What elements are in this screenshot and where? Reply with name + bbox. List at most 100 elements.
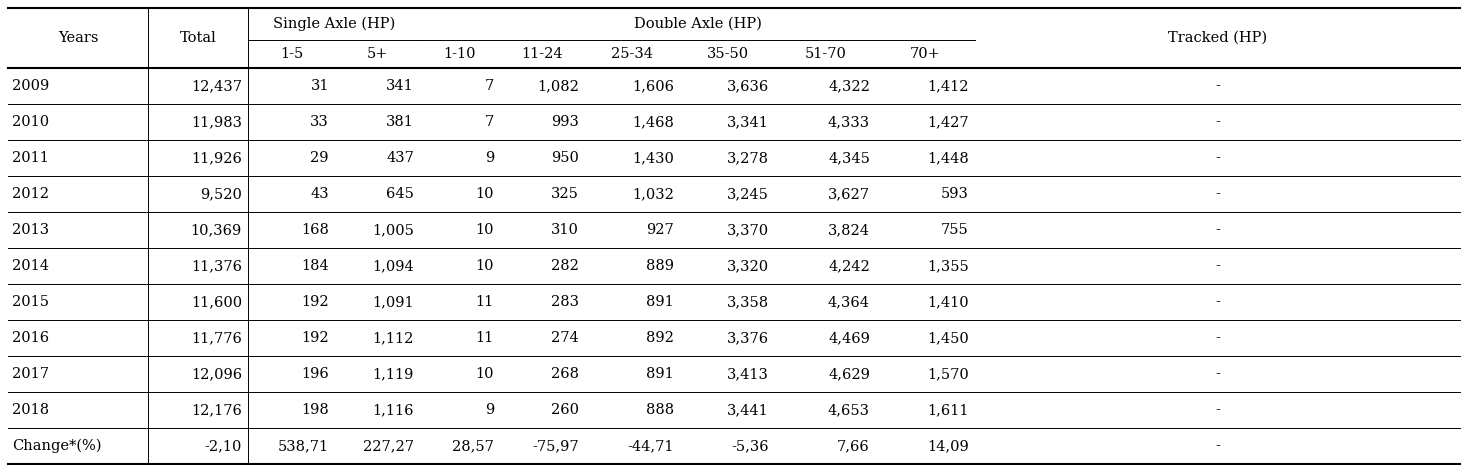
Text: 891: 891 (646, 367, 674, 381)
Text: Single Axle (HP): Single Axle (HP) (273, 17, 395, 31)
Text: 889: 889 (646, 259, 674, 273)
Text: 645: 645 (386, 187, 414, 201)
Text: -: - (1215, 151, 1219, 165)
Text: 4,629: 4,629 (829, 367, 870, 381)
Text: 3,441: 3,441 (727, 403, 768, 417)
Text: 227,27: 227,27 (363, 439, 414, 453)
Text: Total: Total (179, 31, 216, 45)
Text: 325: 325 (551, 187, 579, 201)
Text: 593: 593 (942, 187, 970, 201)
Text: 1,032: 1,032 (632, 187, 674, 201)
Text: 268: 268 (551, 367, 579, 381)
Text: 11,600: 11,600 (191, 295, 242, 309)
Text: 1,082: 1,082 (538, 79, 579, 93)
Text: 3,370: 3,370 (727, 223, 768, 237)
Text: 5+: 5+ (367, 47, 388, 61)
Text: -: - (1215, 331, 1219, 345)
Text: 282: 282 (551, 259, 579, 273)
Text: 993: 993 (551, 115, 579, 129)
Text: 4,653: 4,653 (829, 403, 870, 417)
Text: -75,97: -75,97 (532, 439, 579, 453)
Text: 1,005: 1,005 (372, 223, 414, 237)
Text: 3,358: 3,358 (727, 295, 768, 309)
Text: 4,364: 4,364 (829, 295, 870, 309)
Text: 927: 927 (646, 223, 674, 237)
Text: 11,983: 11,983 (191, 115, 242, 129)
Text: -: - (1215, 439, 1219, 453)
Text: 10: 10 (476, 259, 494, 273)
Text: Double Axle (HP): Double Axle (HP) (633, 17, 761, 31)
Text: 43: 43 (310, 187, 329, 201)
Text: 2017: 2017 (12, 367, 48, 381)
Text: 2014: 2014 (12, 259, 48, 273)
Text: -: - (1215, 115, 1219, 129)
Text: 892: 892 (646, 331, 674, 345)
Text: 3,341: 3,341 (727, 115, 768, 129)
Text: 3,320: 3,320 (727, 259, 768, 273)
Text: 3,636: 3,636 (727, 79, 768, 93)
Text: -: - (1215, 367, 1219, 381)
Text: 4,469: 4,469 (829, 331, 870, 345)
Text: 2013: 2013 (12, 223, 48, 237)
Text: 10: 10 (476, 187, 494, 201)
Text: 950: 950 (551, 151, 579, 165)
Text: 1-5: 1-5 (281, 47, 303, 61)
Text: Change*(%): Change*(%) (12, 439, 101, 453)
Text: 1,606: 1,606 (632, 79, 674, 93)
Text: 1,430: 1,430 (632, 151, 674, 165)
Text: 168: 168 (301, 223, 329, 237)
Text: 2012: 2012 (12, 187, 48, 201)
Text: 4,333: 4,333 (829, 115, 870, 129)
Text: 891: 891 (646, 295, 674, 309)
Text: 192: 192 (301, 331, 329, 345)
Text: 260: 260 (551, 403, 579, 417)
Text: 184: 184 (301, 259, 329, 273)
Text: 2015: 2015 (12, 295, 48, 309)
Text: 10: 10 (476, 223, 494, 237)
Text: 888: 888 (646, 403, 674, 417)
Text: 1,450: 1,450 (927, 331, 970, 345)
Text: 3,245: 3,245 (727, 187, 768, 201)
Text: 12,096: 12,096 (191, 367, 242, 381)
Text: 198: 198 (301, 403, 329, 417)
Text: 2010: 2010 (12, 115, 48, 129)
Text: 2016: 2016 (12, 331, 48, 345)
Text: -2,10: -2,10 (204, 439, 242, 453)
Text: 25-34: 25-34 (611, 47, 654, 61)
Text: 70+: 70+ (911, 47, 940, 61)
Text: 3,278: 3,278 (727, 151, 768, 165)
Text: 1,570: 1,570 (927, 367, 970, 381)
Text: -: - (1215, 295, 1219, 309)
Text: 2011: 2011 (12, 151, 48, 165)
Text: 1,468: 1,468 (632, 115, 674, 129)
Text: 4,322: 4,322 (829, 79, 870, 93)
Text: 1,355: 1,355 (927, 259, 970, 273)
Text: 1,427: 1,427 (927, 115, 970, 129)
Text: 28,57: 28,57 (452, 439, 494, 453)
Text: Years: Years (57, 31, 98, 45)
Text: 192: 192 (301, 295, 329, 309)
Text: 1,116: 1,116 (373, 403, 414, 417)
Text: 4,242: 4,242 (829, 259, 870, 273)
Text: -: - (1215, 223, 1219, 237)
Text: 7,66: 7,66 (837, 439, 870, 453)
Text: 538,71: 538,71 (278, 439, 329, 453)
Text: 310: 310 (551, 223, 579, 237)
Text: 2009: 2009 (12, 79, 50, 93)
Text: 274: 274 (551, 331, 579, 345)
Text: 11: 11 (476, 331, 494, 345)
Text: 9: 9 (485, 403, 494, 417)
Text: 11,926: 11,926 (191, 151, 242, 165)
Text: 11,776: 11,776 (191, 331, 242, 345)
Text: -44,71: -44,71 (627, 439, 674, 453)
Text: 33: 33 (310, 115, 329, 129)
Text: 283: 283 (551, 295, 579, 309)
Text: 1,412: 1,412 (927, 79, 970, 93)
Text: 12,176: 12,176 (191, 403, 242, 417)
Text: 1,611: 1,611 (927, 403, 970, 417)
Text: 341: 341 (386, 79, 414, 93)
Text: 3,413: 3,413 (727, 367, 768, 381)
Text: 11: 11 (476, 295, 494, 309)
Text: 1,119: 1,119 (373, 367, 414, 381)
Text: 3,376: 3,376 (727, 331, 768, 345)
